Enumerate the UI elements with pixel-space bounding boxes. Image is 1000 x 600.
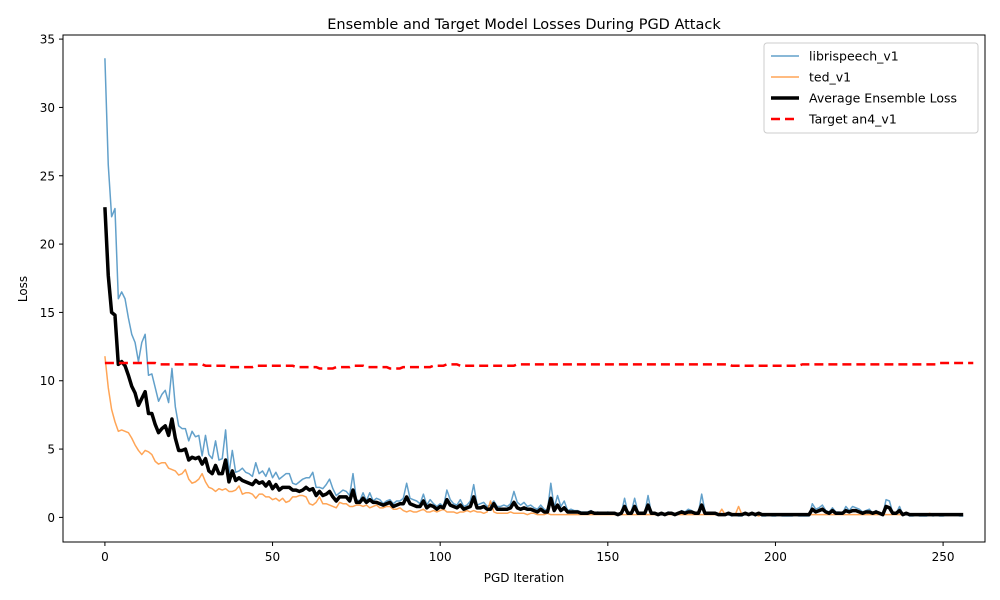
x-tick-label: 50 [265, 550, 280, 564]
x-tick-label: 150 [596, 550, 619, 564]
y-tick-label: 5 [47, 443, 55, 457]
y-axis: 0 5 10 15 20 25 30 35 [40, 33, 63, 525]
chart-title: Ensemble and Target Model Losses During … [327, 17, 721, 33]
y-tick-label: 10 [40, 374, 55, 388]
legend-box [763, 42, 979, 134]
legend: librispeech_v1 ted_v1 Average Ensemble Los… [763, 42, 979, 134]
y-axis-label: Loss [16, 276, 30, 302]
x-tick-label: 250 [932, 550, 955, 564]
y-tick-label: 20 [40, 238, 55, 252]
series-layer [103, 58, 974, 517]
y-tick-label: 25 [40, 169, 55, 183]
series-line-4 [104, 361, 974, 370]
series-line-1 [104, 58, 964, 517]
x-tick-label: 100 [429, 550, 452, 564]
legend-label-1: librispeech_v1 [809, 49, 899, 64]
plot-frame [62, 34, 986, 543]
x-axis: 0 50 100 150 200 250 [101, 542, 955, 564]
series-line-2 [104, 356, 954, 517]
legend-label-2: ted_v1 [809, 70, 851, 85]
series-line-3 [103, 207, 964, 517]
y-tick-label: 35 [40, 33, 55, 47]
y-tick-label: 0 [47, 511, 55, 525]
x-axis-label: PGD Iteration [484, 571, 565, 585]
y-tick-label: 15 [40, 306, 55, 320]
y-tick-label: 30 [40, 101, 55, 115]
legend-label-4: Target an4_v1 [808, 112, 897, 127]
x-tick-label: 200 [764, 550, 787, 564]
legend-label-3: Average Ensemble Loss [809, 91, 957, 106]
x-tick-label: 0 [101, 550, 109, 564]
